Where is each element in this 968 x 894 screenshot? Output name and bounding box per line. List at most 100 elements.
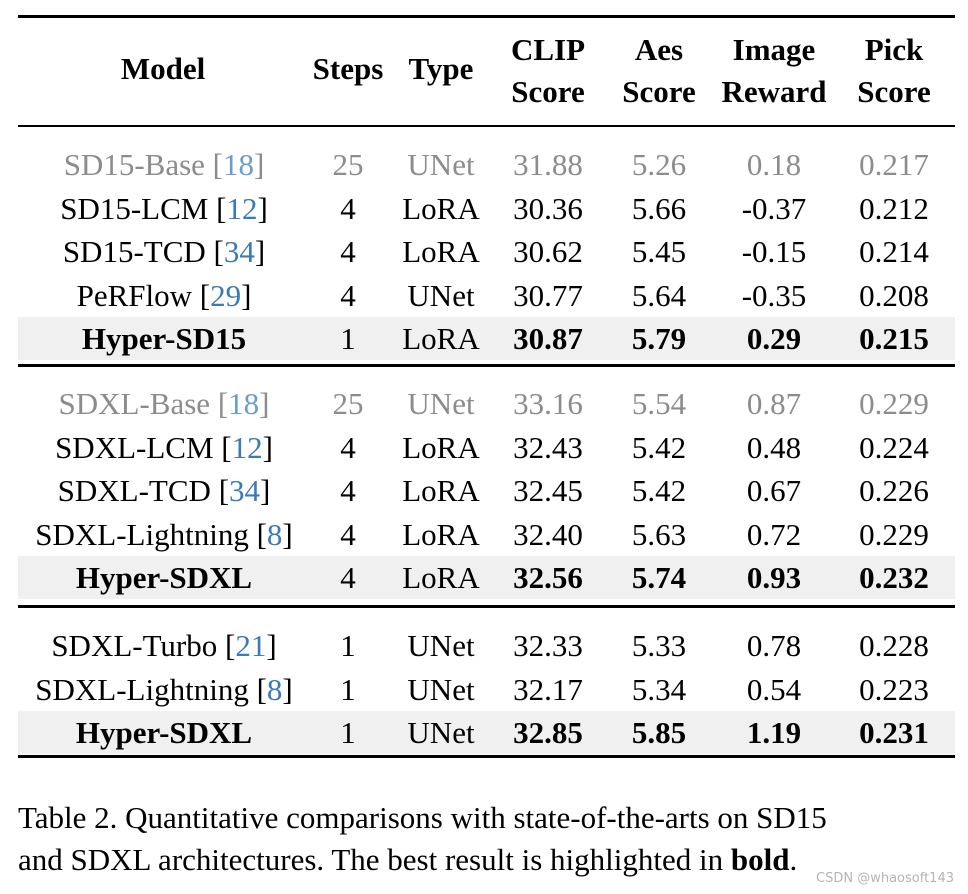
caption-text: and SDXL architectures. The best result … (18, 842, 731, 877)
table-row-best: Hyper-SDXL 4 LoRA 32.56 5.74 0.93 0.232 (18, 556, 955, 599)
ref-bracket-close: ] (254, 234, 266, 269)
ref-bracket-open: [ (216, 190, 227, 226)
table-row: SDXL-LCM [12] 4 LoRA 32.43 5.42 0.48 0.224 (18, 426, 955, 469)
citation-link[interactable]: 18 (222, 147, 254, 182)
cell-clip: 32.40 (513, 516, 583, 552)
cell-type: UNet (407, 386, 475, 421)
cell-model: SDXL-Lightning [8] (18, 668, 310, 711)
citation-link[interactable]: 34 (229, 473, 261, 508)
cell-ir: -0.15 (741, 234, 807, 269)
ref-bracket-close: ] (260, 473, 271, 508)
ref-bracket-open: [ (218, 473, 230, 508)
cell-clip: 33.16 (513, 386, 583, 421)
cell-pick: 0.214 (859, 234, 929, 269)
caption-bold-word: bold (730, 842, 790, 877)
table-row: SDXL-Turbo [21] 1 UNet 32.33 5.33 0.78 0.228 (18, 624, 955, 667)
ref-bracket-close: ] (282, 516, 293, 552)
cell-aes: 5.64 (631, 277, 687, 313)
cell-model: SDXL-Turbo [21] (18, 624, 310, 667)
top-rule (18, 15, 955, 18)
cell-pick: 0.226 (859, 473, 929, 508)
citation-link[interactable]: 21 (235, 628, 267, 663)
cell-model: SD15-TCD [34] (18, 230, 310, 273)
cell-model: Hyper-SDXL (18, 556, 310, 599)
cell-aes: 5.45 (631, 234, 687, 269)
ref-bracket-open: [ (256, 516, 267, 552)
cell-pick: 0.232 (859, 560, 929, 595)
table-caption: Table 2. Quantitative comparisons with s… (18, 797, 958, 881)
model-name: SDXL-Turbo (51, 628, 226, 663)
header-ir-line1: Image (732, 32, 816, 67)
cell-steps: 4 (340, 277, 356, 313)
header-pick: Pick Score (844, 29, 944, 113)
cell-pick: 0.228 (859, 628, 929, 663)
header-aes-line2: Score (622, 74, 696, 109)
cell-ir: 0.29 (746, 321, 802, 356)
header-aes-line1: Aes (634, 32, 684, 67)
cell-aes: 5.33 (631, 628, 687, 663)
cell-type: LoRA (402, 234, 480, 269)
table-row: SDXL-TCD [34] 4 LoRA 32.45 5.42 0.67 0.226 (18, 469, 955, 512)
cell-clip: 30.87 (513, 321, 583, 356)
ref-bracket-close: ] (253, 147, 265, 182)
cell-clip: 32.45 (513, 473, 583, 508)
ref-bracket-open: [ (213, 234, 224, 269)
cell-model: PeRFlow [29] (18, 274, 310, 317)
cell-steps: 4 (340, 429, 356, 465)
model-name: SD15-TCD (62, 234, 214, 269)
header-ir-line2: Reward (721, 74, 827, 109)
caption-line-1: Table 2. Quantitative comparisons with s… (18, 800, 827, 835)
cell-clip: 32.43 (513, 429, 583, 465)
bottom-rule (18, 755, 955, 758)
cell-pick: 0.215 (859, 321, 929, 356)
citation-link[interactable]: 18 (228, 386, 260, 421)
cell-pick: 0.224 (859, 429, 929, 465)
cell-steps: 4 (340, 516, 356, 552)
cell-type: LoRA (402, 321, 480, 356)
model-name: SDXL-LCM (55, 429, 222, 465)
table-row: SDXL-Lightning [8] 4 LoRA 32.40 5.63 0.72 0.22… (18, 513, 955, 556)
cell-steps: 4 (340, 473, 356, 508)
cell-aes: 5.42 (631, 429, 687, 465)
model-name: SD15-LCM (60, 190, 217, 226)
cell-steps: 1 (340, 321, 356, 356)
cell-type: LoRA (402, 190, 480, 226)
header-steps: Steps (312, 51, 384, 86)
cell-ir: 0.48 (746, 429, 802, 465)
watermark: CSDN @whaosoft143 (816, 871, 954, 886)
ref-bracket-close: ] (241, 277, 252, 313)
ref-bracket-open: [ (221, 429, 232, 465)
cell-pick: 0.212 (859, 190, 929, 226)
citation-link[interactable]: 12 (231, 429, 263, 465)
cell-aes: 5.54 (631, 386, 687, 421)
model-name: SDXL-Base (58, 386, 218, 421)
cell-ir: 1.19 (746, 715, 802, 750)
cell-clip: 32.17 (513, 671, 583, 707)
model-name: Hyper-SD15 (81, 321, 247, 356)
cell-aes: 5.26 (631, 147, 687, 182)
model-name: Hyper-SDXL (75, 560, 253, 595)
cell-aes: 5.85 (631, 715, 687, 750)
cell-model: SDXL-Lightning [8] (18, 513, 310, 556)
cell-steps: 1 (340, 628, 356, 663)
citation-link[interactable]: 34 (223, 234, 255, 269)
cell-model: SDXL-LCM [12] (18, 426, 310, 469)
ref-bracket-close: ] (282, 671, 293, 707)
ref-bracket-close: ] (262, 429, 273, 465)
cell-model: SD15-Base [18] (18, 143, 310, 186)
citation-link[interactable]: 29 (210, 277, 242, 313)
citation-link[interactable]: 8 (266, 516, 283, 552)
cell-type: LoRA (402, 516, 480, 552)
cell-type: UNet (407, 671, 475, 707)
citation-link[interactable]: 12 (226, 190, 258, 226)
ref-bracket-close: ] (266, 628, 277, 663)
table-row-best: Hyper-SDXL 1 UNet 32.85 5.85 1.19 0.231 (18, 711, 955, 754)
caption-line-2: and SDXL architectures. The best result … (18, 839, 958, 881)
cell-ir: 0.78 (746, 628, 802, 663)
cell-pick: 0.229 (859, 386, 929, 421)
cell-steps: 4 (340, 190, 356, 226)
ref-bracket-open: [ (217, 386, 229, 421)
citation-link[interactable]: 8 (266, 671, 283, 707)
cell-ir: -0.35 (741, 277, 807, 313)
cell-clip: 31.88 (513, 147, 583, 182)
